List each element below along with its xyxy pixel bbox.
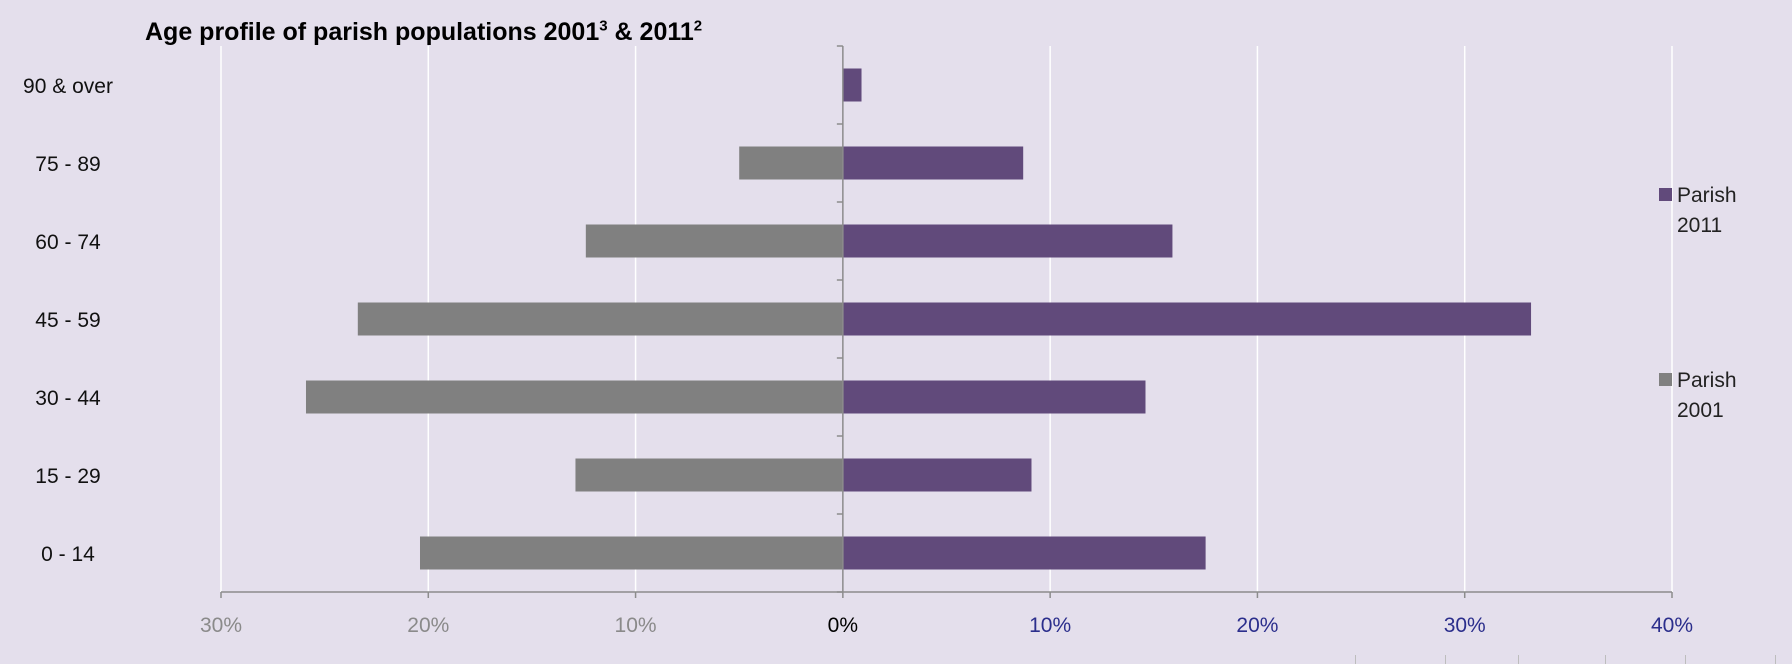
- x-tick-label: 20%: [407, 614, 449, 637]
- chart-title: Age profile of parish populations 20013 …: [145, 17, 703, 46]
- legend-swatch-parish-2001: [1659, 373, 1672, 386]
- legend-item-parish-2011: Parish 2011: [1659, 181, 1789, 241]
- bar-parish-2011: [842, 458, 1032, 492]
- bar-parish-2001: [575, 458, 843, 492]
- x-tick-label: 30%: [200, 614, 242, 637]
- bottom-edge-marks: [1355, 655, 1792, 664]
- bar-parish-2001: [739, 146, 843, 180]
- y-category-label: 75 - 89: [35, 153, 100, 176]
- y-category-label: 30 - 44: [35, 387, 101, 410]
- bar-parish-2001: [585, 224, 843, 258]
- bar-parish-2011: [842, 68, 862, 102]
- bar-parish-2001: [419, 536, 843, 570]
- y-category-label: 90 & over: [23, 75, 113, 98]
- x-tick-label: 20%: [1236, 614, 1278, 637]
- y-category-label: 15 - 29: [35, 465, 100, 488]
- legend-label-parish-2011: Parish 2011: [1677, 184, 1737, 237]
- x-tick-label: 40%: [1651, 614, 1693, 637]
- legend-label-parish-2001: Parish 2001: [1677, 369, 1737, 422]
- x-tick-label: 0%: [828, 614, 858, 637]
- y-category-label: 0 - 14: [41, 543, 95, 566]
- y-category-label: 45 - 59: [35, 309, 100, 332]
- y-category-label: 60 - 74: [35, 231, 101, 254]
- bar-parish-2011: [842, 302, 1532, 336]
- bar-parish-2011: [842, 536, 1206, 570]
- bar-parish-2011: [842, 224, 1173, 258]
- legend-item-parish-2001: Parish 2001: [1659, 366, 1789, 426]
- bar-parish-2011: [842, 146, 1024, 180]
- legend-swatch-parish-2011: [1659, 188, 1672, 201]
- x-tick-label: 10%: [1029, 614, 1071, 637]
- x-tick-label: 10%: [615, 614, 657, 637]
- bar-parish-2001: [305, 380, 843, 414]
- bar-parish-2011: [842, 380, 1146, 414]
- bar-parish-2001: [357, 302, 843, 336]
- x-tick-label: 30%: [1444, 614, 1486, 637]
